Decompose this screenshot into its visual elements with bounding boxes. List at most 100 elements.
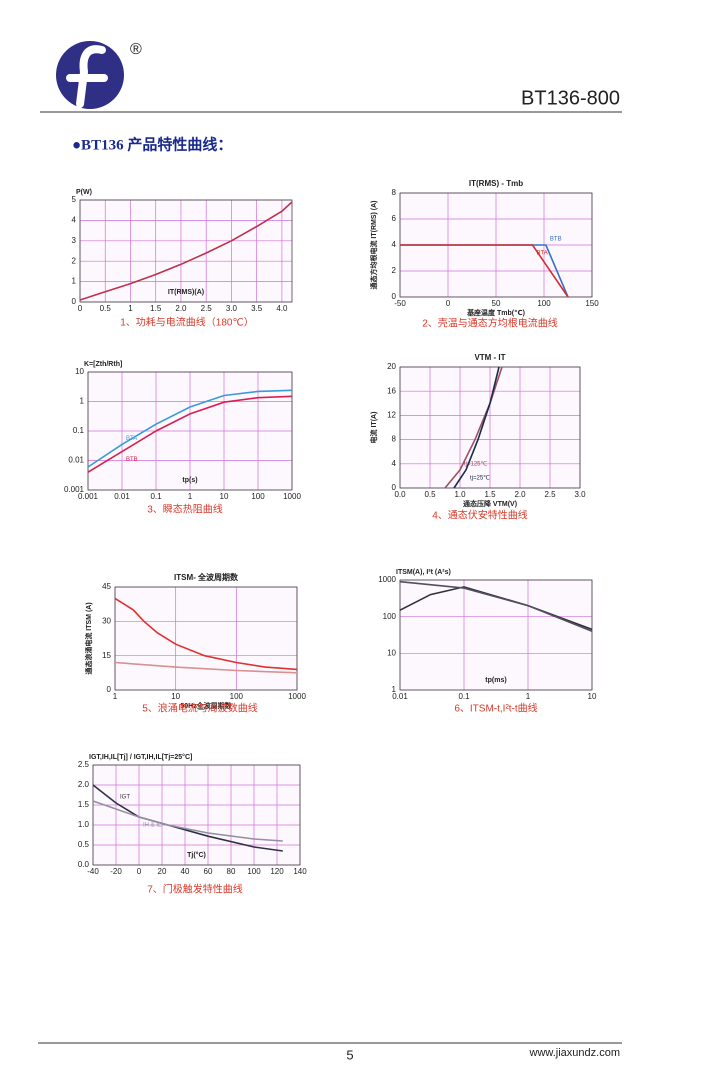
y-tick-label: 16 — [387, 386, 396, 395]
y-tick-label: 2 — [392, 266, 397, 275]
y-tick-label: 0 — [72, 297, 77, 306]
y-tick-label: 0 — [107, 685, 112, 694]
plot-frame — [114, 586, 298, 691]
y-tick-label: 20 — [387, 362, 396, 371]
y-tick-label: 2.0 — [78, 780, 90, 789]
x-axis-label: 基座温度 Tmb(℃) — [466, 308, 525, 317]
chart-caption: 2、壳温与通态方均根电流曲线 — [422, 317, 558, 330]
x-tick-label: 3.0 — [574, 490, 586, 499]
series-label: BTB — [126, 457, 138, 463]
chart-title: VTM - IT — [474, 353, 505, 362]
x-tick-label: 4.0 — [276, 304, 288, 313]
y-axis-label: ITSM(A), I²t (A²s) — [396, 569, 451, 576]
y-tick-label: 4 — [392, 459, 397, 468]
y-tick-label: 1 — [80, 397, 85, 406]
chart-caption: 6、ITSM-t,I²t-t曲线 — [454, 702, 537, 715]
chart-title: ITSM- 全波周期数 — [174, 572, 239, 582]
y-tick-label: 1 — [392, 685, 397, 694]
chart-caption: 4、通态伏安特性曲线 — [432, 509, 528, 522]
x-tick-label: 40 — [181, 867, 190, 876]
x-tick-label: 1000 — [283, 492, 301, 501]
x-axis-label: IT(RMS)(A) — [168, 289, 204, 296]
x-tick-label: -20 — [110, 867, 122, 876]
x-axis-label: tp(s) — [182, 477, 197, 484]
y-tick-label: 3 — [72, 236, 77, 245]
x-tick-label: 1 — [128, 304, 133, 313]
part-number: BT136-800 — [521, 87, 620, 109]
y-tick-label: 15 — [102, 651, 111, 660]
plot-frame — [87, 371, 293, 491]
x-tick-label: 60 — [204, 867, 213, 876]
y-tick-label: 10 — [75, 367, 84, 376]
series-line — [79, 201, 293, 301]
x-tick-label: 1 — [188, 492, 193, 501]
y-tick-label: 8 — [392, 435, 397, 444]
section-title: ●BT136 产品特性曲线： — [72, 135, 232, 153]
y-tick-label: 0.1 — [73, 426, 85, 435]
x-tick-label: 100 — [230, 692, 244, 701]
x-tick-label: 0.01 — [392, 692, 408, 701]
x-tick-label: 50 — [492, 299, 501, 308]
series-line — [453, 366, 500, 489]
x-tick-label: 0 — [137, 867, 142, 876]
y-axis-label: 电流 IT(A) — [369, 412, 378, 444]
series-label: tj=125℃ — [464, 460, 488, 467]
x-tick-label: 2.0 — [514, 490, 526, 499]
chart-caption: 5、浪涌电流与周波数曲线 — [142, 702, 258, 715]
x-tick-label: -40 — [87, 867, 99, 876]
series-line — [87, 389, 293, 468]
y-axis-label: IGT,IH,IL[Tj] / IGT,IH,IL[Tj=25°C] — [89, 753, 192, 761]
x-tick-label: 0 — [78, 304, 83, 313]
x-tick-label: 0.001 — [78, 492, 99, 501]
x-axis-label: 通态压降 VTM(V) — [463, 499, 517, 508]
page-number: 5 — [346, 1047, 353, 1062]
x-tick-label: 10 — [588, 692, 597, 701]
y-tick-label: 0.001 — [64, 485, 85, 494]
x-tick-label: 10 — [171, 692, 180, 701]
x-axis-label: tp(ms) — [485, 677, 506, 684]
series-label: BTB — [550, 237, 562, 243]
y-tick-label: 8 — [392, 188, 397, 197]
x-tick-label: 2.0 — [175, 304, 187, 313]
plot-area — [115, 587, 297, 690]
y-tick-label: 0 — [392, 292, 397, 301]
series-line — [399, 580, 593, 633]
series-label: BTA — [536, 251, 547, 257]
series-line — [87, 395, 293, 473]
y-tick-label: 1000 — [378, 575, 396, 584]
x-tick-label: 2.5 — [544, 490, 556, 499]
y-tick-label: 0.0 — [78, 860, 90, 869]
x-tick-label: 1.0 — [454, 490, 466, 499]
plot-area — [93, 765, 300, 865]
y-axis-label: K=[Zth/Rth] — [84, 361, 122, 368]
x-tick-label: 80 — [227, 867, 236, 876]
y-tick-label: 1 — [72, 277, 77, 286]
website: www.jiaxundz.com — [529, 1047, 620, 1059]
plot-frame — [79, 199, 293, 303]
y-tick-label: 4 — [392, 240, 397, 249]
y-tick-label: 10 — [387, 648, 396, 657]
x-tick-label: 3.5 — [251, 304, 263, 313]
y-tick-label: 100 — [383, 612, 397, 621]
y-tick-label: 6 — [392, 214, 397, 223]
y-tick-label: 12 — [387, 411, 396, 420]
y-tick-label: 1.5 — [78, 800, 90, 809]
x-tick-label: 0.5 — [100, 304, 112, 313]
x-tick-label: 20 — [158, 867, 167, 876]
chart-title: IT(RMS) - Tmb — [469, 179, 523, 188]
series-label: BTA — [126, 436, 137, 442]
x-tick-label: 150 — [585, 299, 599, 308]
x-tick-label: 3.0 — [226, 304, 238, 313]
x-tick-label: 1 — [113, 692, 118, 701]
x-tick-label: -50 — [394, 299, 406, 308]
plot-area — [80, 200, 292, 302]
y-tick-label: 2.5 — [78, 760, 90, 769]
registered: ® — [130, 41, 142, 58]
x-axis-label: Tj(°C) — [187, 851, 206, 859]
x-tick-label: 100 — [251, 492, 265, 501]
x-tick-label: 1000 — [288, 692, 306, 701]
plot-frame — [399, 579, 593, 691]
x-tick-label: 1.5 — [484, 490, 496, 499]
plot-frame — [92, 764, 301, 866]
